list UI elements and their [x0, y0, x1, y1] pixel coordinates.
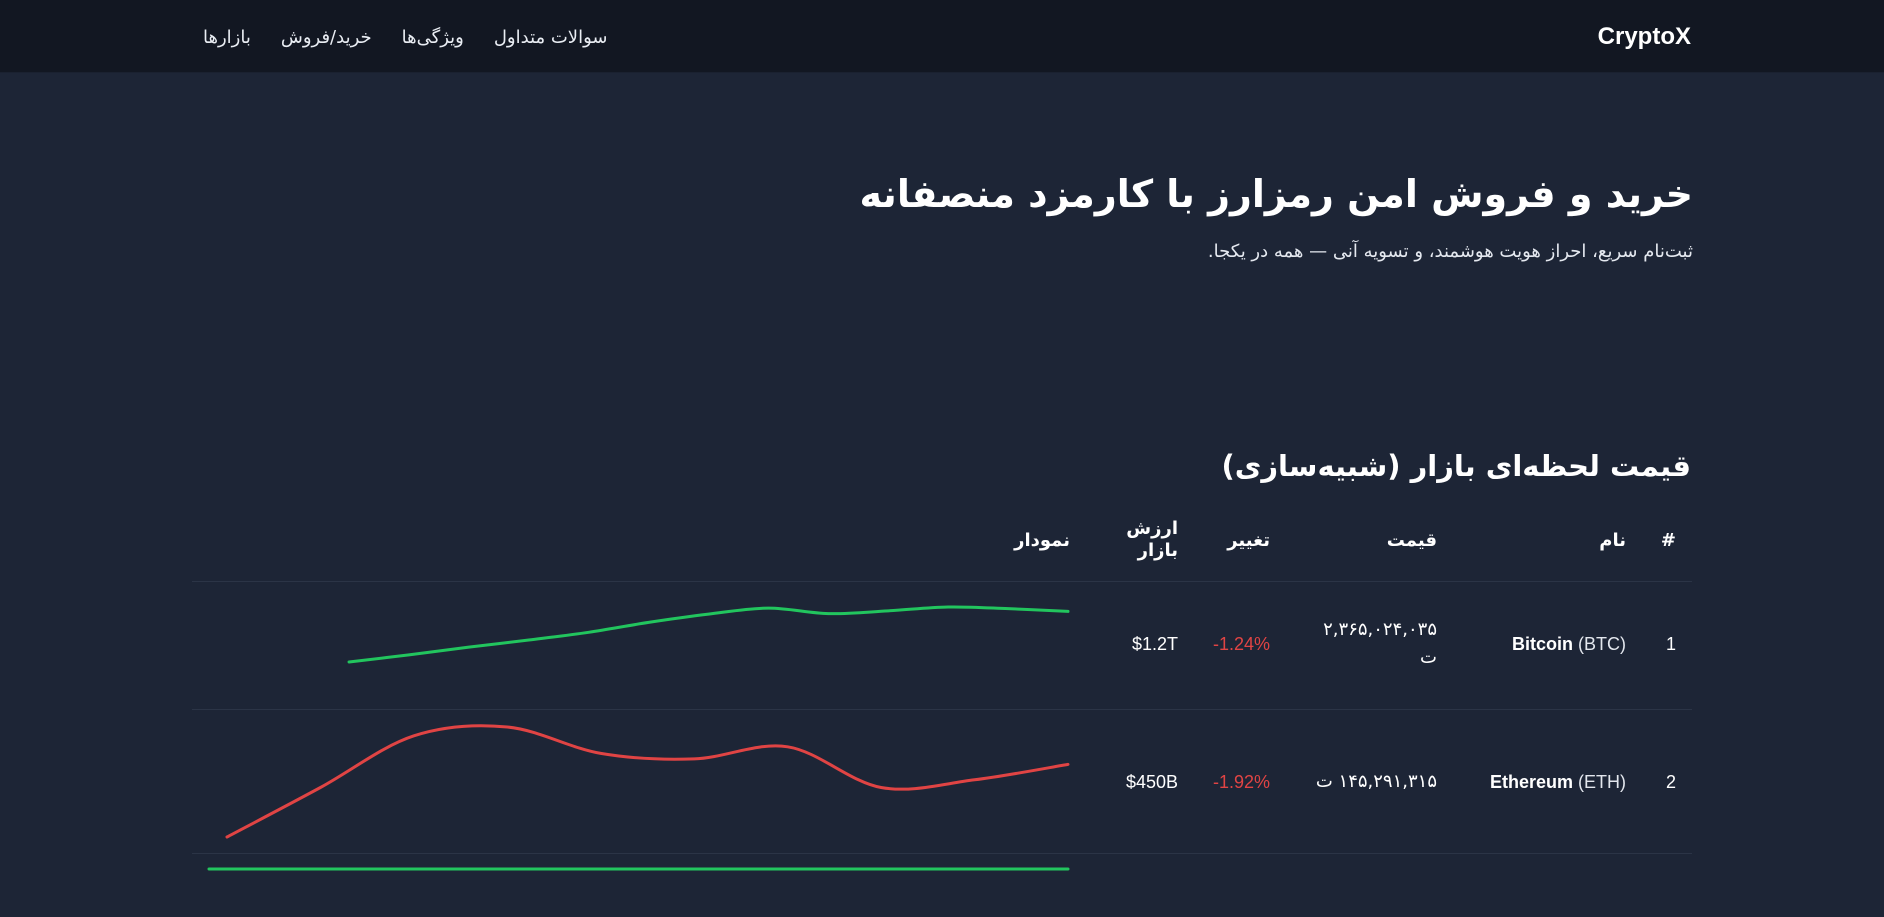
nav-link-features[interactable]: ویژگی‌ها: [401, 27, 464, 48]
column-header-change: تغییر: [1227, 530, 1270, 551]
sparkline-line: [225, 724, 1070, 839]
market-section-title: قیمت لحظه‌ای بازار (شبیه‌سازی): [1221, 449, 1691, 483]
column-header-price: قیمت: [1386, 530, 1437, 551]
sparkline-line: [347, 605, 1070, 664]
coin-name[interactable]: Bitcoin (BTC): [1512, 630, 1626, 658]
top-navbar: CryptoX بازارها خرید/فروش ویژگی‌ها سوالا…: [0, 0, 1884, 73]
column-header-index: #: [1660, 530, 1676, 551]
coin-symbol: (BTC): [1578, 634, 1626, 654]
coin-symbol: (ETH): [1578, 772, 1626, 792]
coin-price: ۲,۳۶۵,۰۲۴,۰۳۵ ت: [1323, 616, 1437, 672]
table-row[interactable]: [192, 854, 1692, 894]
coin-price-line1: ۱۴۵,۲۹۱,۳۱۵ ت: [1315, 771, 1437, 792]
main-nav: بازارها خرید/فروش ویژگی‌ها سوالات متداول: [203, 24, 607, 54]
nav-link-faq[interactable]: سوالات متداول: [493, 27, 608, 48]
sparkline-chart: [207, 867, 1070, 871]
hero-subtitle: ثبت‌نام سریع، احراز هویت هوشمند، و تسویه…: [1207, 241, 1693, 262]
price-change: -1.92%: [1212, 772, 1270, 792]
coin-name-label: Bitcoin: [1511, 634, 1573, 654]
sparkline-chart: [225, 724, 1070, 839]
table-row[interactable]: 2 Ethereum (ETH) ۱۴۵,۲۹۱,۳۱۵ ت -1.92% $4…: [192, 710, 1692, 854]
column-header-mcap-line2: بازار: [1137, 540, 1178, 561]
coin-price-line1: ۲,۳۶۵,۰۲۴,۰۳۵: [1323, 619, 1437, 640]
nav-link-trade[interactable]: خرید/فروش: [280, 27, 372, 48]
hero-title: خرید و فروش امن رمزارز با کارمزد منصفانه: [859, 172, 1693, 216]
table-header: # نام قیمت تغییر ارزش بازار نمودار: [192, 508, 1692, 582]
market-table: # نام قیمت تغییر ارزش بازار نمودار 1 Bit…: [192, 508, 1692, 894]
nav-link-markets[interactable]: بازارها: [203, 27, 251, 48]
coin-price: ۱۴۵,۲۹۱,۳۱۵ ت: [1316, 768, 1437, 796]
market-cap: $450B: [1125, 772, 1178, 792]
row-index: 1: [1665, 634, 1676, 654]
coin-price-line2: ت: [1420, 647, 1437, 668]
row-index: 2: [1665, 772, 1676, 792]
column-header-chart: نمودار: [1014, 530, 1070, 551]
market-cap: $1.2T: [1131, 634, 1178, 654]
column-header-mcap: ارزش بازار: [1126, 518, 1178, 562]
coin-name[interactable]: Ethereum (ETH): [1490, 768, 1626, 796]
price-change: -1.24%: [1212, 634, 1270, 654]
brand-logo[interactable]: CryptoX: [1597, 23, 1691, 50]
column-header-name: نام: [1599, 530, 1626, 551]
table-row[interactable]: 1 Bitcoin (BTC) ۲,۳۶۵,۰۲۴,۰۳۵ ت -1.24% $…: [192, 582, 1692, 710]
sparkline-chart: [347, 605, 1070, 664]
coin-name-label: Ethereum: [1489, 772, 1573, 792]
column-header-mcap-line1: ارزش: [1126, 518, 1178, 539]
